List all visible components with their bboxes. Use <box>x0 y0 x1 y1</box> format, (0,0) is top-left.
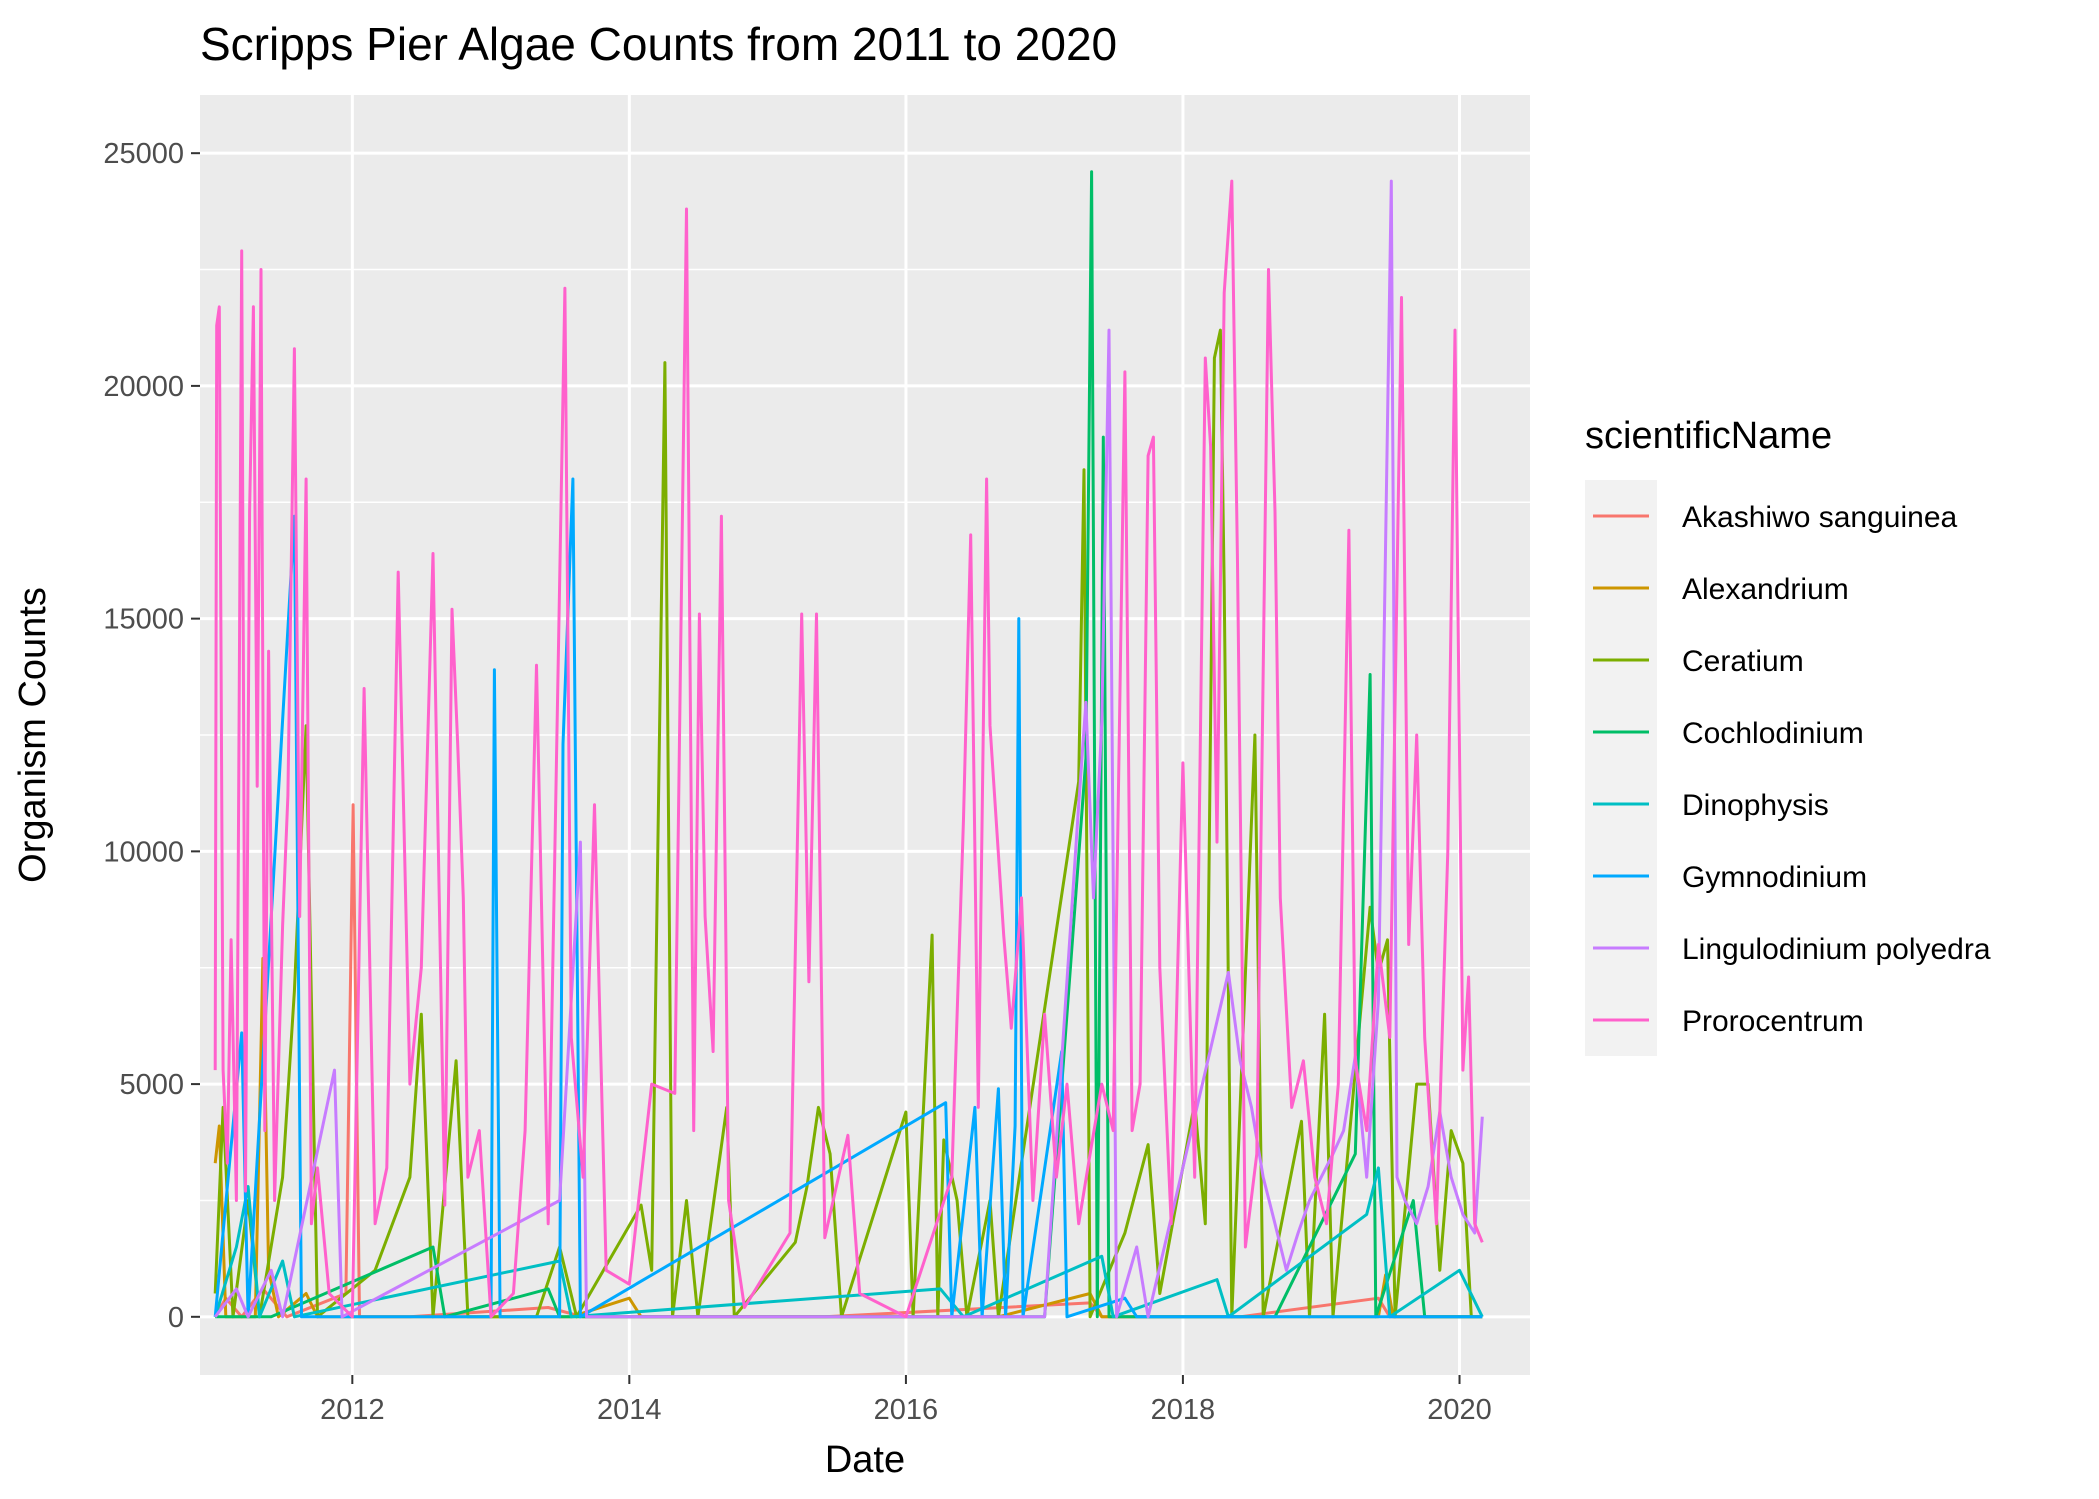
y-tick-label: 10000 <box>103 836 184 868</box>
y-axis: 0 5000 10000 15000 20000 25000 <box>103 138 200 1334</box>
y-tick-label: 5000 <box>119 1069 184 1101</box>
y-tick-label: 15000 <box>103 604 184 636</box>
x-tick-label: 2016 <box>874 1394 939 1426</box>
y-tick-label: 0 <box>168 1302 184 1334</box>
legend-label-alexandrium: Alexandrium <box>1682 573 1849 606</box>
x-axis-title: Date <box>825 1439 905 1481</box>
x-tick-label: 2014 <box>597 1394 662 1426</box>
series-line-prorocentrum <box>213 179 1484 1319</box>
legend: scientificName Akashiwo sanguinea Alexand… <box>1585 415 1991 1056</box>
legend-label-lingulodinium-polyedra: Lingulodinium polyedra <box>1682 933 1991 966</box>
legend-label-dinophysis: Dinophysis <box>1682 789 1829 822</box>
legend-items: Akashiwo sanguinea Alexandrium Ceratium Coc… <box>1593 501 1991 1038</box>
series-line-cochlodinium <box>215 170 1483 1319</box>
legend-title: scientificName <box>1585 415 1832 457</box>
y-tick-label: 25000 <box>103 138 184 170</box>
legend-label-gymnodinium: Gymnodinium <box>1682 861 1867 894</box>
x-tick-label: 2012 <box>320 1394 385 1426</box>
series-line-lingulodinium-polyedra <box>214 179 1484 1319</box>
legend-label-prorocentrum: Prorocentrum <box>1682 1005 1864 1038</box>
legend-label-cochlodinium: Cochlodinium <box>1682 717 1864 750</box>
chart-title: Scripps Pier Algae Counts from 2011 to 2… <box>200 18 1117 70</box>
legend-key-background <box>1585 480 1657 1056</box>
series-line-ceratium <box>213 328 1473 1319</box>
series-layer <box>213 170 1484 1319</box>
x-tick-label: 2020 <box>1427 1394 1492 1426</box>
legend-label-akashiwo-sanguinea: Akashiwo sanguinea <box>1682 501 1958 534</box>
series-line-gymnodinium <box>213 477 1483 1319</box>
x-tick-label: 2018 <box>1151 1394 1216 1426</box>
y-tick-label: 20000 <box>103 371 184 403</box>
y-axis-title: Organism Counts <box>12 587 54 883</box>
legend-label-ceratium: Ceratium <box>1682 645 1804 678</box>
x-axis: 2012 2014 2016 2018 2020 <box>320 1375 1492 1426</box>
